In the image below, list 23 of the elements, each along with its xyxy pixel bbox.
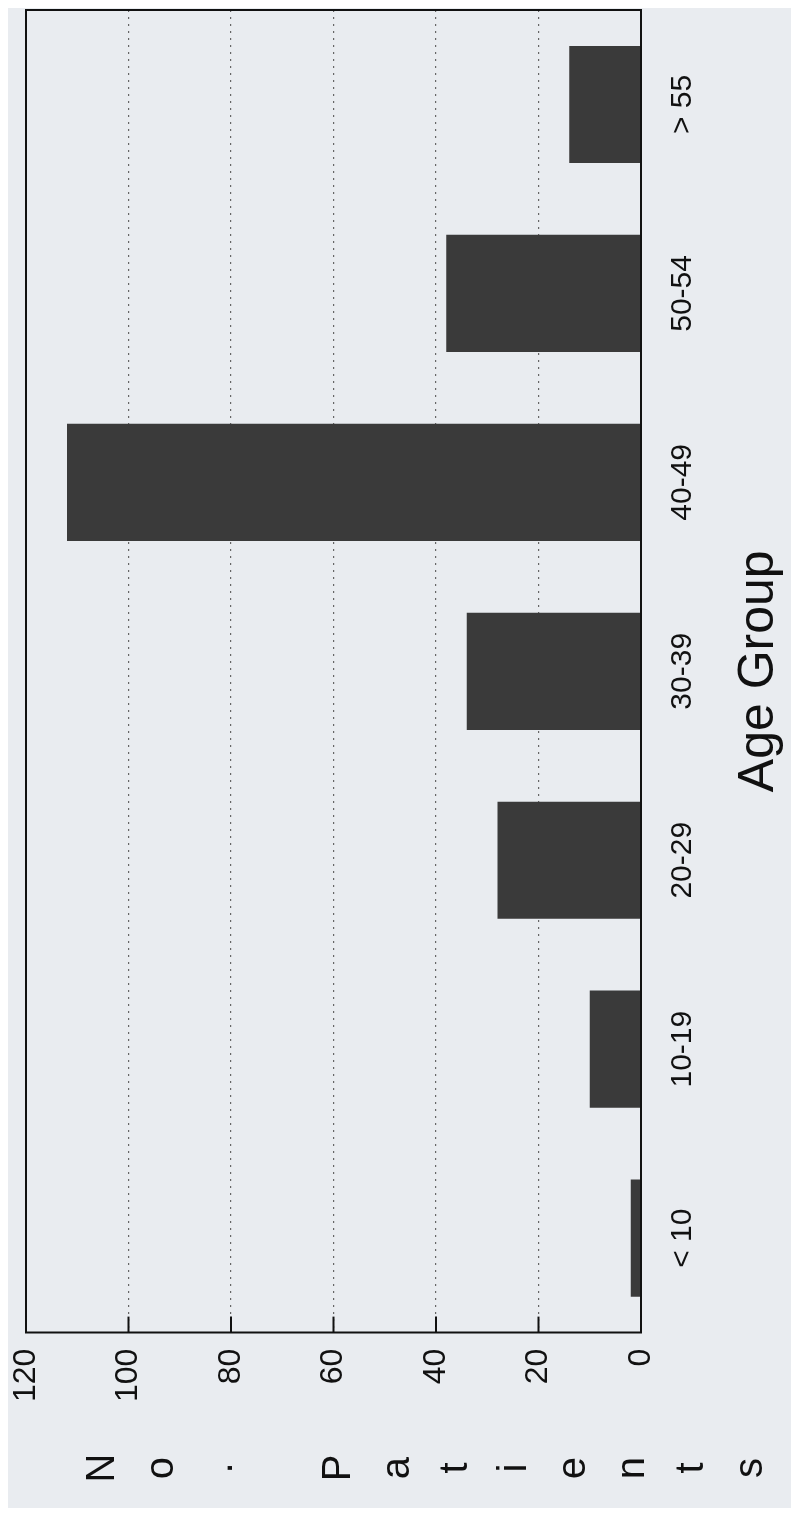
bar [630, 1179, 641, 1297]
x-tick-label: 40 [415, 1348, 452, 1385]
bar [589, 990, 641, 1108]
bar [466, 612, 641, 730]
x-tick-label: 0 [620, 1348, 657, 1367]
y-tick-label: 50-54 [664, 255, 698, 332]
bar [569, 45, 641, 164]
x-tick-label: 120 [5, 1348, 42, 1402]
y-tick-label: 10-19 [664, 1010, 698, 1088]
bar [497, 801, 641, 919]
text: No. Patients [78, 1453, 771, 1483]
x-tick-label: 80 [210, 1348, 247, 1385]
x-tick-label: 100 [108, 1348, 145, 1402]
y-tick-label: 20-29 [664, 821, 698, 899]
y-tick-label: 40-49 [664, 443, 698, 521]
bar [446, 234, 641, 352]
bar [67, 423, 641, 541]
y-tick-label: 30-39 [664, 632, 698, 710]
x-tick-label: 20 [518, 1348, 555, 1385]
y-tick-label: > 55 [664, 74, 698, 135]
y-axis-title: Age Group [727, 550, 784, 793]
x-tick-label: 60 [313, 1348, 350, 1385]
y-tick-label: < 10 [664, 1208, 698, 1268]
